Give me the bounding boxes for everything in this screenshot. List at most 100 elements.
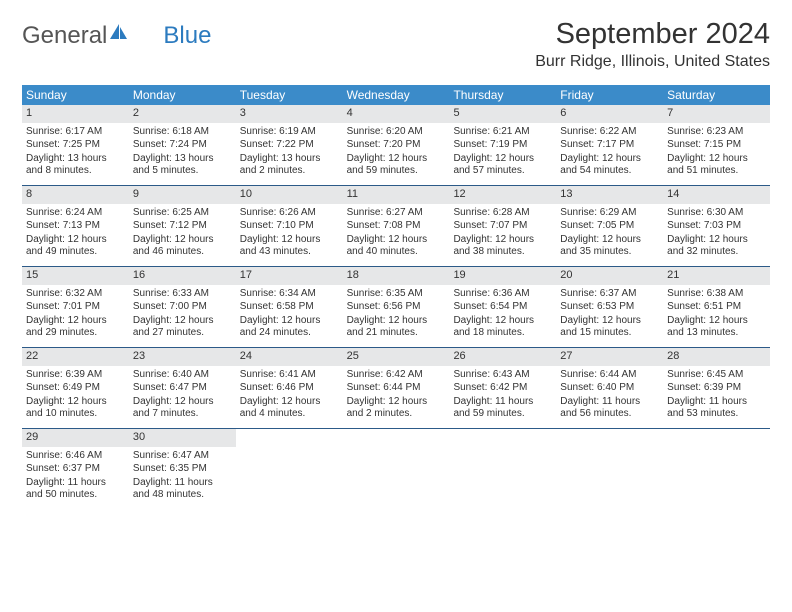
day-sunrise: Sunrise: 6:27 AM [347, 207, 446, 220]
day-cell: 4Sunrise: 6:20 AMSunset: 7:20 PMDaylight… [343, 105, 450, 185]
day-sunset: Sunset: 7:15 PM [667, 139, 766, 152]
week-row: 15Sunrise: 6:32 AMSunset: 7:01 PMDayligh… [22, 267, 770, 348]
day-sunset: Sunset: 7:08 PM [347, 220, 446, 233]
day-sunset: Sunset: 6:35 PM [133, 463, 232, 476]
day-number: 24 [236, 348, 343, 366]
day-daylight: Daylight: 12 hours and 35 minutes. [560, 234, 659, 259]
day-sunset: Sunset: 6:44 PM [347, 382, 446, 395]
weekday-header: Tuesday [236, 85, 343, 105]
day-number: 1 [22, 105, 129, 123]
day-cell: 21 Sunrise: 6:38 AMSunset: 6:51 PMDayligh… [663, 267, 770, 347]
day-cell: 28Sunrise: 6:45 AMSunset: 6:39 PMDayligh… [663, 348, 770, 428]
day-sunset: Sunset: 7:00 PM [133, 301, 232, 314]
logo: General Blue [22, 22, 211, 50]
day-sunset: Sunset: 7:19 PM [453, 139, 552, 152]
weekday-header: Thursday [449, 85, 556, 105]
day-cell: 10Sunrise: 6:26 AMSunset: 7:10 PMDayligh… [236, 186, 343, 266]
header: General Blue September 2024 Burr Ridge, I… [22, 18, 770, 71]
day-sunrise: Sunrise: 6:37 AM [560, 288, 659, 301]
title-block: September 2024 Burr Ridge, Illinois, Uni… [535, 18, 770, 71]
day-daylight: Daylight: 12 hours and 46 minutes. [133, 234, 232, 259]
day-sunrise: Sunrise: 6:17 AM [26, 126, 125, 139]
day-cell: 25Sunrise: 6:42 AMSunset: 6:44 PMDayligh… [343, 348, 450, 428]
day-cell: 12Sunrise: 6:28 AMSunset: 7:07 PMDayligh… [449, 186, 556, 266]
day-number: 2 [129, 105, 236, 123]
day-daylight: Daylight: 12 hours and 32 minutes. [667, 234, 766, 259]
day-cell: 9 Sunrise: 6:25 AMSunset: 7:12 PMDaylight… [129, 186, 236, 266]
day-daylight: Daylight: 12 hours and 10 minutes. [26, 396, 125, 421]
day-sunset: Sunset: 6:58 PM [240, 301, 339, 314]
day-sunrise: Sunrise: 6:44 AM [560, 369, 659, 382]
day-cell: 13Sunrise: 6:29 AMSunset: 7:05 PMDayligh… [556, 186, 663, 266]
logo-text-general: General [22, 22, 107, 50]
day-number: 13 [556, 186, 663, 204]
day-daylight: Daylight: 12 hours and 15 minutes. [560, 315, 659, 340]
day-sunset: Sunset: 6:40 PM [560, 382, 659, 395]
day-number: 17 [236, 267, 343, 285]
week-row: 8Sunrise: 6:24 AMSunset: 7:13 PMDaylight… [22, 186, 770, 267]
day-number: 11 [343, 186, 450, 204]
day-cell: 17Sunrise: 6:34 AMSunset: 6:58 PMDayligh… [236, 267, 343, 347]
day-number: 9 [129, 186, 236, 204]
day-sunset: Sunset: 7:07 PM [453, 220, 552, 233]
logo-text-blue: Blue [163, 22, 211, 50]
week-row: 22Sunrise: 6:39 AMSunset: 6:49 PMDayligh… [22, 348, 770, 429]
day-sunset: Sunset: 6:56 PM [347, 301, 446, 314]
day-sunset: Sunset: 7:01 PM [26, 301, 125, 314]
day-cell: 14Sunrise: 6:30 AMSunset: 7:03 PMDayligh… [663, 186, 770, 266]
day-sunrise: Sunrise: 6:25 AM [133, 207, 232, 220]
day-daylight: Daylight: 12 hours and 59 minutes. [347, 153, 446, 178]
day-number: 7 [663, 105, 770, 123]
day-cell: 3Sunrise: 6:19 AMSunset: 7:22 PMDaylight… [236, 105, 343, 185]
day-number: 22 [22, 348, 129, 366]
weekday-header: Friday [556, 85, 663, 105]
day-sunset: Sunset: 6:39 PM [667, 382, 766, 395]
day-sunrise: Sunrise: 6:30 AM [667, 207, 766, 220]
day-sunrise: Sunrise: 6:39 AM [26, 369, 125, 382]
day-daylight: Daylight: 12 hours and 7 minutes. [133, 396, 232, 421]
weekday-header: Sunday [22, 85, 129, 105]
day-number: 12 [449, 186, 556, 204]
day-number: 16 [129, 267, 236, 285]
day-sunrise: Sunrise: 6:21 AM [453, 126, 552, 139]
day-sunset: Sunset: 6:51 PM [667, 301, 766, 314]
day-daylight: Daylight: 11 hours and 48 minutes. [133, 477, 232, 502]
calendar: SundayMondayTuesdayWednesdayThursdayFrid… [22, 85, 770, 509]
day-cell: 6Sunrise: 6:22 AMSunset: 7:17 PMDaylight… [556, 105, 663, 185]
day-cell: 22Sunrise: 6:39 AMSunset: 6:49 PMDayligh… [22, 348, 129, 428]
day-cell: 26Sunrise: 6:43 AMSunset: 6:42 PMDayligh… [449, 348, 556, 428]
day-cell-empty [236, 429, 343, 509]
day-cell: 30Sunrise: 6:47 AMSunset: 6:35 PMDayligh… [129, 429, 236, 509]
day-daylight: Daylight: 12 hours and 13 minutes. [667, 315, 766, 340]
day-cell: 27Sunrise: 6:44 AMSunset: 6:40 PMDayligh… [556, 348, 663, 428]
day-number: 6 [556, 105, 663, 123]
day-sunset: Sunset: 7:12 PM [133, 220, 232, 233]
day-cell-empty [556, 429, 663, 509]
day-number: 21 [663, 267, 770, 285]
day-sunset: Sunset: 7:24 PM [133, 139, 232, 152]
day-sunrise: Sunrise: 6:41 AM [240, 369, 339, 382]
day-sunrise: Sunrise: 6:26 AM [240, 207, 339, 220]
month-title: September 2024 [535, 18, 770, 51]
day-sunrise: Sunrise: 6:32 AM [26, 288, 125, 301]
day-number: 25 [343, 348, 450, 366]
day-cell: 11Sunrise: 6:27 AMSunset: 7:08 PMDayligh… [343, 186, 450, 266]
day-sunrise: Sunrise: 6:34 AM [240, 288, 339, 301]
day-sunrise: Sunrise: 6:43 AM [453, 369, 552, 382]
day-number: 20 [556, 267, 663, 285]
day-sunset: Sunset: 7:25 PM [26, 139, 125, 152]
day-sunset: Sunset: 6:54 PM [453, 301, 552, 314]
day-sunset: Sunset: 7:22 PM [240, 139, 339, 152]
day-sunset: Sunset: 6:46 PM [240, 382, 339, 395]
location: Burr Ridge, Illinois, United States [535, 53, 770, 71]
day-number: 4 [343, 105, 450, 123]
day-sunset: Sunset: 7:17 PM [560, 139, 659, 152]
day-daylight: Daylight: 12 hours and 51 minutes. [667, 153, 766, 178]
day-daylight: Daylight: 12 hours and 18 minutes. [453, 315, 552, 340]
day-sunrise: Sunrise: 6:38 AM [667, 288, 766, 301]
day-sunset: Sunset: 6:42 PM [453, 382, 552, 395]
day-cell: 19Sunrise: 6:36 AMSunset: 6:54 PMDayligh… [449, 267, 556, 347]
weekday-header-row: SundayMondayTuesdayWednesdayThursdayFrid… [22, 85, 770, 105]
day-sunset: Sunset: 6:47 PM [133, 382, 232, 395]
day-sunrise: Sunrise: 6:40 AM [133, 369, 232, 382]
